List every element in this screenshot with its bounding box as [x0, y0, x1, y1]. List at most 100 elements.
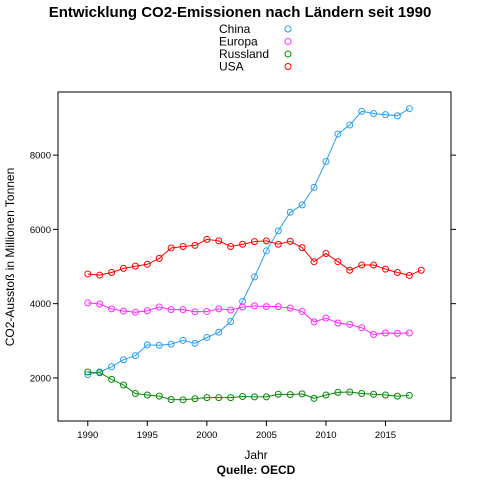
data-point-usa: [251, 238, 258, 246]
data-point-china: [167, 340, 175, 348]
data-point-russland: [262, 393, 270, 401]
data-point-china: [358, 107, 366, 115]
data-point-europa: [131, 308, 139, 316]
data-point-russland: [179, 396, 187, 404]
data-point-europa: [262, 303, 270, 311]
data-point-europa: [108, 305, 116, 313]
legend-marker-europa: [284, 38, 292, 45]
data-point-europa: [382, 329, 389, 337]
x-tick-label: 2010: [315, 430, 336, 441]
data-point-china: [191, 339, 199, 347]
data-point-usa: [274, 240, 282, 248]
legend-item-europa: Europa: [219, 35, 292, 49]
data-point-russland: [96, 369, 104, 377]
data-point-europa: [370, 330, 378, 338]
data-point-russland: [274, 390, 282, 398]
legend-marker-russland: [284, 50, 292, 58]
data-point-usa: [215, 237, 223, 245]
data-point-russland: [286, 391, 294, 399]
data-point-china: [286, 208, 294, 216]
data-point-europa: [298, 307, 306, 315]
data-point-russland: [155, 392, 163, 400]
data-point-europa: [322, 314, 330, 322]
data-point-usa: [382, 265, 389, 273]
data-point-europa: [393, 329, 401, 337]
legend-label-russland: Russland: [219, 47, 269, 61]
data-point-china: [120, 356, 127, 364]
x-tick-label: 1995: [137, 430, 158, 441]
data-point-russland: [203, 394, 211, 402]
data-point-china: [203, 333, 211, 341]
data-point-europa: [251, 302, 258, 310]
data-point-china: [155, 341, 163, 349]
data-point-china: [262, 247, 270, 255]
data-point-russland: [322, 391, 330, 399]
data-point-russland: [215, 394, 223, 402]
data-point-europa: [155, 303, 163, 311]
legend-label-usa: USA: [219, 60, 244, 74]
data-point-europa: [310, 318, 318, 326]
data-point-russland: [251, 393, 258, 401]
legend-item-russland: Russland: [219, 47, 292, 61]
data-point-china: [322, 157, 330, 165]
chart-caption: Quelle: OECD: [217, 463, 296, 477]
legend-label-europa: Europa: [219, 35, 258, 49]
legend-item-china: China: [219, 22, 292, 36]
data-point-china: [274, 227, 282, 235]
series-line-china: [87, 108, 410, 376]
plot-frame: [57, 91, 452, 422]
data-point-russland: [84, 368, 92, 376]
data-point-usa: [405, 271, 413, 279]
y-axis-label: CO2-Ausstoß in Millionen Tonnen: [3, 168, 17, 347]
data-point-europa: [191, 308, 199, 316]
data-point-china: [370, 110, 378, 118]
data-point-russland: [310, 394, 318, 402]
data-point-europa: [334, 319, 342, 327]
data-point-usa: [310, 258, 318, 266]
data-point-usa: [143, 260, 151, 268]
data-point-usa: [227, 242, 235, 250]
data-point-russland: [298, 390, 306, 398]
x-axis: 1990 1995 2000 2005 2010 2015: [77, 421, 396, 441]
series-line-usa: [87, 238, 422, 276]
data-point-usa: [358, 261, 366, 269]
data-point-usa: [370, 261, 378, 269]
data-point-china: [143, 341, 151, 349]
data-point-russland: [370, 390, 378, 398]
x-axis-label: Jahr: [244, 448, 267, 462]
data-point-china: [227, 317, 235, 325]
data-point-china: [334, 130, 342, 138]
data-point-russland: [346, 388, 354, 396]
data-point-china: [346, 121, 354, 129]
data-point-europa: [274, 303, 282, 311]
data-point-russland: [108, 375, 116, 383]
data-point-usa: [84, 270, 92, 278]
data-point-usa: [322, 250, 330, 258]
data-point-usa: [393, 268, 401, 276]
data-point-russland: [143, 391, 151, 399]
legend-marker-usa: [284, 63, 292, 70]
series-layer: [84, 105, 425, 404]
x-tick-label: 2015: [375, 430, 396, 441]
data-point-usa: [334, 258, 342, 266]
data-point-europa: [227, 306, 235, 314]
y-axis: 2000 4000 6000 8000: [30, 151, 456, 384]
data-point-russland: [131, 390, 139, 398]
data-point-usa: [96, 271, 104, 279]
series-russland: [84, 368, 413, 404]
data-point-china: [108, 363, 116, 371]
data-point-usa: [286, 237, 294, 245]
data-point-russland: [382, 391, 389, 399]
data-point-europa: [239, 303, 247, 311]
x-tick-label: 2005: [256, 430, 277, 441]
y-tick-label: 6000: [30, 225, 51, 236]
legend-item-usa: USA: [219, 60, 292, 74]
data-point-usa: [131, 262, 139, 270]
legend-label-china: China: [219, 22, 251, 36]
data-point-russland: [167, 395, 175, 403]
data-point-china: [382, 111, 389, 119]
data-point-europa: [96, 300, 104, 308]
data-point-china: [251, 273, 258, 281]
data-point-russland: [227, 394, 235, 402]
